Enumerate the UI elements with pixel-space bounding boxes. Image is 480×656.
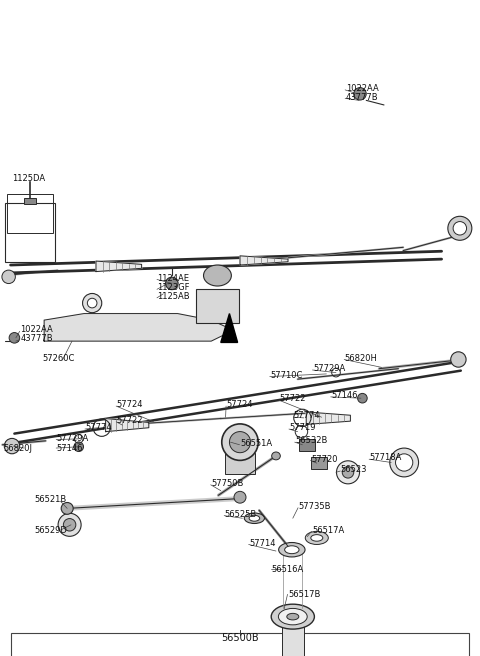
- Ellipse shape: [61, 502, 73, 514]
- Text: 57722: 57722: [279, 394, 306, 403]
- Text: 57724: 57724: [117, 400, 143, 409]
- Polygon shape: [240, 256, 288, 265]
- Polygon shape: [306, 412, 350, 424]
- Text: 57735B: 57735B: [299, 502, 331, 511]
- Text: 57718A: 57718A: [370, 453, 402, 462]
- Circle shape: [222, 424, 258, 461]
- Text: 57729A: 57729A: [57, 434, 89, 443]
- Text: 56551A: 56551A: [240, 439, 272, 448]
- Text: 56517A: 56517A: [312, 525, 344, 535]
- Ellipse shape: [278, 609, 307, 625]
- Bar: [7, 194, 53, 233]
- Text: 1022AA: 1022AA: [346, 84, 378, 93]
- Ellipse shape: [311, 535, 323, 541]
- Circle shape: [58, 513, 81, 537]
- Text: 56517B: 56517B: [288, 590, 320, 599]
- Ellipse shape: [272, 452, 280, 460]
- Text: 57729A: 57729A: [313, 364, 345, 373]
- Ellipse shape: [249, 516, 260, 521]
- Text: 57774: 57774: [85, 423, 112, 432]
- Polygon shape: [221, 314, 238, 342]
- Circle shape: [390, 448, 419, 477]
- Circle shape: [166, 277, 178, 290]
- Bar: [299, 439, 315, 451]
- Bar: [225, 453, 255, 474]
- Circle shape: [4, 438, 20, 454]
- Circle shape: [453, 222, 467, 235]
- Ellipse shape: [244, 513, 264, 523]
- Circle shape: [342, 466, 354, 478]
- Text: 1125DA: 1125DA: [12, 174, 46, 183]
- Polygon shape: [96, 261, 142, 272]
- Text: 57720: 57720: [311, 455, 337, 464]
- Text: 43777B: 43777B: [20, 334, 53, 343]
- Circle shape: [74, 442, 84, 451]
- Text: 57260C: 57260C: [42, 354, 74, 363]
- Ellipse shape: [287, 613, 299, 620]
- Text: 57722: 57722: [117, 416, 143, 425]
- Text: 1124AE: 1124AE: [157, 274, 190, 283]
- Text: 56523: 56523: [341, 465, 367, 474]
- Text: 57750B: 57750B: [211, 479, 243, 488]
- Text: 56516A: 56516A: [271, 565, 303, 574]
- Circle shape: [229, 432, 251, 453]
- Text: 1125AB: 1125AB: [157, 292, 190, 301]
- Ellipse shape: [204, 265, 231, 286]
- Text: 56529D: 56529D: [35, 525, 67, 535]
- Text: 57146: 57146: [57, 443, 83, 453]
- Ellipse shape: [305, 531, 328, 544]
- Ellipse shape: [285, 546, 299, 554]
- Circle shape: [396, 454, 413, 471]
- Circle shape: [2, 270, 15, 283]
- Polygon shape: [106, 419, 149, 432]
- Bar: [196, 289, 239, 323]
- Text: 1123GF: 1123GF: [157, 283, 190, 293]
- Text: 57146: 57146: [331, 391, 358, 400]
- Text: 57719: 57719: [289, 423, 316, 432]
- Text: 56820H: 56820H: [345, 354, 377, 363]
- Circle shape: [336, 461, 360, 484]
- Circle shape: [448, 216, 472, 240]
- Circle shape: [354, 87, 366, 100]
- Text: 1022AA: 1022AA: [20, 325, 53, 335]
- Ellipse shape: [234, 491, 246, 503]
- Text: 56532B: 56532B: [295, 436, 327, 445]
- Text: 57724: 57724: [227, 400, 253, 409]
- Ellipse shape: [271, 604, 314, 629]
- Text: 56525B: 56525B: [225, 510, 257, 519]
- Text: 56500B: 56500B: [221, 632, 259, 643]
- Circle shape: [63, 518, 76, 531]
- Polygon shape: [44, 314, 226, 341]
- Circle shape: [451, 352, 466, 367]
- Circle shape: [9, 333, 20, 343]
- Text: 43777B: 43777B: [346, 92, 378, 102]
- Bar: [5, 203, 55, 262]
- Text: 57714: 57714: [250, 539, 276, 548]
- Text: 57710C: 57710C: [270, 371, 302, 380]
- Bar: [311, 457, 327, 469]
- Circle shape: [87, 298, 97, 308]
- Text: 56521B: 56521B: [35, 495, 67, 504]
- Circle shape: [83, 293, 102, 313]
- Text: 56820J: 56820J: [4, 443, 33, 453]
- Circle shape: [358, 394, 367, 403]
- Text: 57774: 57774: [294, 411, 320, 420]
- Ellipse shape: [278, 543, 305, 557]
- Bar: [282, 610, 304, 656]
- Bar: [24, 198, 36, 205]
- Bar: [11, 633, 469, 656]
